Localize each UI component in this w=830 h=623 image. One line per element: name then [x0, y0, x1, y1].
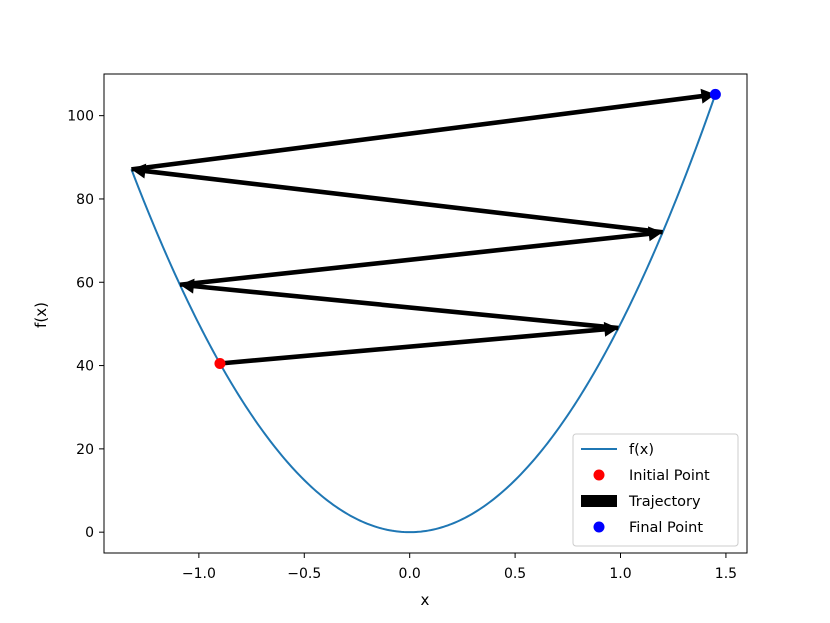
trajectory-arrow-3	[179, 226, 663, 288]
x-axis: −1.0 −0.5 0.0 0.5 1.0 1.5	[182, 553, 737, 582]
y-tick-label: 20	[76, 442, 94, 458]
trajectory-arrow-5	[131, 88, 716, 172]
legend-box	[572, 433, 739, 547]
x-tick-label: −1.0	[182, 566, 216, 582]
y-axis: 0 20 40 60 80 100	[67, 109, 104, 541]
x-tick-label: 1.5	[715, 566, 737, 582]
plot-frame	[103, 73, 748, 554]
legend: f(x) Initial Point Trajectory Final Point	[572, 433, 739, 547]
x-tick-label: −0.5	[287, 566, 321, 582]
initial-point-marker	[214, 357, 226, 369]
y-tick-label: 80	[76, 192, 94, 208]
x-tick-label: 0.5	[504, 566, 526, 582]
legend-label: f(x)	[629, 442, 654, 458]
x-axis-label: x	[421, 591, 430, 609]
legend-label: Final Point	[629, 520, 703, 536]
plot-area	[103, 73, 748, 554]
x-tick-label: 1.0	[609, 566, 631, 582]
y-tick-label: 40	[76, 359, 94, 375]
y-tick-label: 100	[67, 109, 94, 125]
legend-swatch-dot	[593, 469, 605, 481]
legend-label: Trajectory	[628, 494, 701, 510]
y-axis-label: f(x)	[32, 302, 50, 328]
x-tick-label: 0.0	[399, 566, 421, 582]
y-tick-label: 60	[76, 275, 94, 291]
trajectory-arrow-4	[131, 163, 663, 235]
trajectory-arrow-1	[219, 321, 619, 366]
legend-label: Initial Point	[629, 468, 710, 484]
legend-swatch-dot	[593, 521, 605, 533]
trajectory-arrow-2	[179, 278, 619, 331]
y-tick-label: 0	[85, 525, 94, 541]
legend-swatch-rect	[581, 495, 617, 507]
final-point-marker	[709, 88, 721, 100]
